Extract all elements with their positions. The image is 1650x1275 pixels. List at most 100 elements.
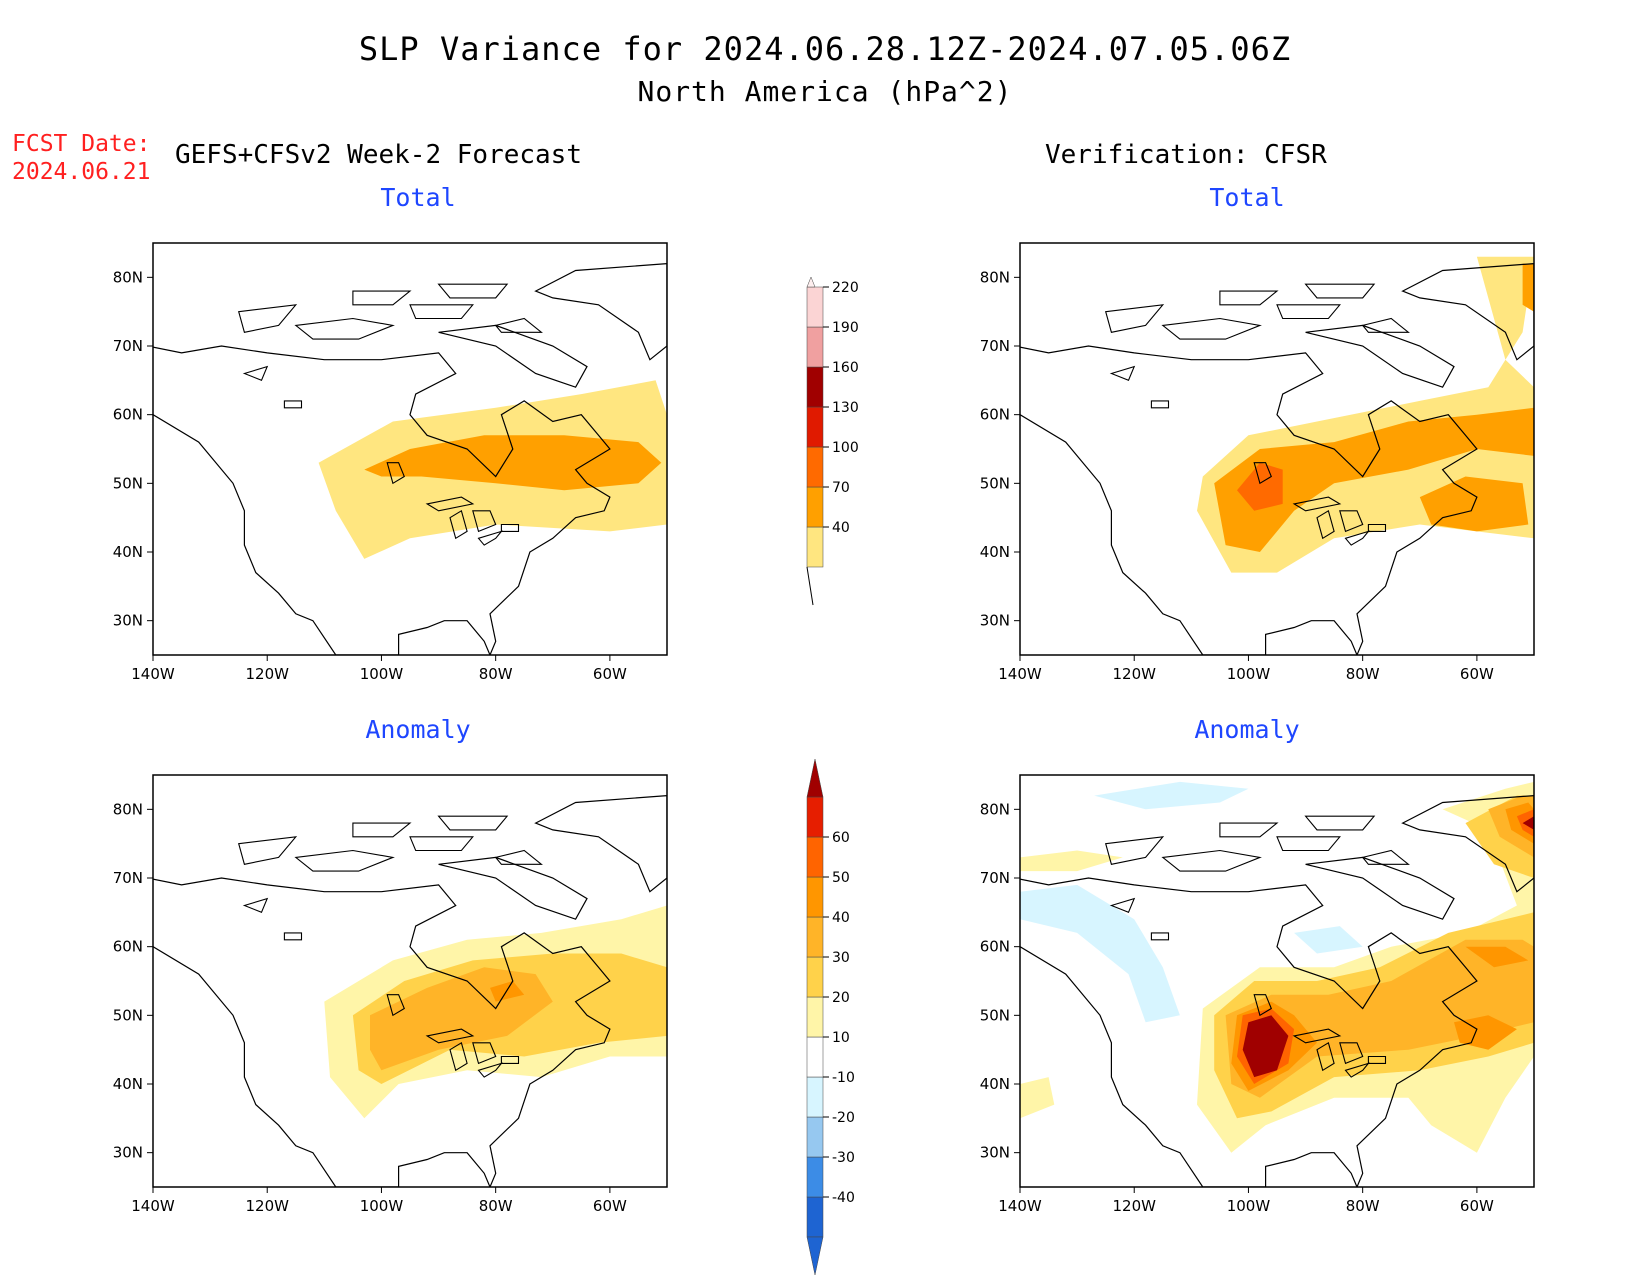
- coastline-arctic-island: [352, 290, 412, 306]
- verification-column-title: Verification: CFSR: [1045, 140, 1327, 170]
- figure-subtitle: North America (hPa^2): [637, 75, 1013, 108]
- lon-tick-label: 100W: [360, 665, 404, 683]
- lake-outline: [1339, 510, 1364, 533]
- lat-tick-label: 60N: [980, 406, 1010, 424]
- contour-level-10: [1020, 850, 1123, 872]
- lat-tick-label: 40N: [980, 543, 1010, 561]
- lake-outline: [1253, 462, 1272, 485]
- coastline-mainland: [1020, 877, 1478, 1187]
- lat-tick-label: 50N: [980, 474, 1010, 492]
- lon-tick-label: 60W: [593, 1197, 627, 1215]
- total-colorbar: 40 70 100 130 160 190 220: [806, 280, 859, 568]
- lake-outline: [1316, 1041, 1335, 1072]
- lake-outline: [500, 523, 520, 532]
- contour-level-60: [1522, 816, 1534, 830]
- map-frame: [1019, 242, 1535, 656]
- forecast-anomaly-title: Anomaly: [365, 715, 471, 744]
- lake-outline: [1344, 530, 1370, 546]
- colorbar-swatch: [806, 526, 824, 568]
- lake-outline: [425, 1028, 475, 1044]
- lon-tick-label: 120W: [245, 665, 289, 683]
- anomaly-colorbar-label: 30: [832, 950, 850, 966]
- colorbar-label: 70: [832, 480, 850, 496]
- verification_total-map: [1020, 243, 1534, 655]
- lake-outline: [1367, 523, 1387, 532]
- map-frame: [152, 242, 668, 656]
- lake-outline: [1292, 496, 1342, 512]
- figure-title: SLP Variance for 2024.06.28.12Z-2024.07.…: [358, 30, 1292, 68]
- forecast_anomaly-map: [153, 775, 667, 1187]
- contour-level-neg10: [1294, 926, 1363, 954]
- anomaly-colorbar-swatch: [806, 1156, 824, 1198]
- verification-anomaly-title: Anomaly: [1194, 715, 1300, 744]
- anomaly-colorbar-swatch: [806, 916, 824, 958]
- anomaly-colorbar-label: -40: [832, 1190, 855, 1206]
- coastline-arctic-island: [437, 815, 509, 831]
- lake-outline: [1109, 897, 1136, 914]
- coastline-arctic-island: [1361, 849, 1410, 865]
- coastline-arctic-island: [1161, 317, 1262, 340]
- coastline-arctic-island: [409, 304, 474, 320]
- anomaly-colorbar-label: 40: [832, 910, 850, 926]
- lake-outline: [1150, 400, 1170, 409]
- lon-tick-label: 80W: [1346, 1197, 1380, 1215]
- lat-tick-label: 70N: [113, 337, 143, 355]
- lon-tick-label: 100W: [1227, 1197, 1271, 1215]
- lat-tick-label: 40N: [113, 1075, 143, 1093]
- lake-outline: [242, 365, 269, 382]
- lake-outline: [1316, 509, 1335, 540]
- map-frame: [152, 774, 668, 1188]
- colorbar-bottom-arrow: [806, 566, 814, 606]
- colorbar-label: 220: [832, 280, 859, 296]
- anomaly-colorbar-swatch: [806, 956, 824, 998]
- coastline-arctic-island: [1219, 290, 1279, 306]
- contour-level-neg10: [1020, 884, 1180, 1023]
- coastline-greenland: [1401, 794, 1534, 893]
- lat-tick-label: 50N: [980, 1006, 1010, 1024]
- coastline-arctic-island: [494, 317, 543, 333]
- lake-outline: [472, 510, 497, 533]
- coastline-mainland: [1020, 345, 1478, 655]
- lon-tick-label: 140W: [131, 1197, 175, 1215]
- map-frame: [1019, 774, 1535, 1188]
- coastline-baffin-island: [438, 324, 588, 388]
- coastline-greenland: [534, 262, 667, 361]
- coastline-greenland: [1401, 262, 1534, 361]
- coastline-arctic-island: [237, 836, 298, 865]
- lon-tick-label: 140W: [998, 1197, 1042, 1215]
- coastline-arctic-island: [1104, 304, 1165, 333]
- colorbar-swatch: [806, 406, 824, 448]
- lake-outline: [283, 932, 303, 941]
- coastline-arctic-island: [1219, 822, 1279, 838]
- colorbar-label: 130: [832, 400, 859, 416]
- contour-level-30: [1225, 939, 1534, 1098]
- forecast_total-map: [153, 243, 667, 655]
- lat-tick-label: 30N: [113, 612, 143, 630]
- lon-tick-label: 140W: [131, 665, 175, 683]
- lake-outline: [477, 1062, 503, 1078]
- lake-outline: [242, 897, 269, 914]
- lat-tick-label: 80N: [980, 800, 1010, 818]
- lon-tick-label: 100W: [360, 1197, 404, 1215]
- contour-level-neg10: [1094, 781, 1249, 810]
- fcst-date-value: 2024.06.21: [12, 159, 151, 185]
- contour-level-40: [1454, 1015, 1517, 1050]
- lake-outline: [472, 1042, 497, 1065]
- colorbar-label: 40: [832, 520, 850, 536]
- anomaly-colorbar-swatch: [806, 876, 824, 918]
- lon-tick-label: 60W: [593, 665, 627, 683]
- coastline-baffin-island: [1305, 324, 1455, 388]
- colorbar-swatch: [806, 326, 824, 368]
- lon-tick-label: 80W: [479, 665, 513, 683]
- anomaly-colorbar-label: 50: [832, 870, 850, 886]
- colorbar-swatch: [806, 366, 824, 408]
- colorbar-top-arrow: [806, 276, 816, 288]
- forecast-total-title: Total: [380, 183, 456, 212]
- anomaly-colorbar-swatch: [806, 796, 824, 838]
- coastline-mainland: [153, 345, 611, 655]
- anomaly-colorbar-swatch: [806, 996, 824, 1038]
- anomaly-colorbar-label: -10: [832, 1070, 855, 1086]
- colorbar-swatch: [806, 446, 824, 488]
- contour-level-100: [1237, 462, 1283, 511]
- lon-tick-label: 120W: [1112, 1197, 1156, 1215]
